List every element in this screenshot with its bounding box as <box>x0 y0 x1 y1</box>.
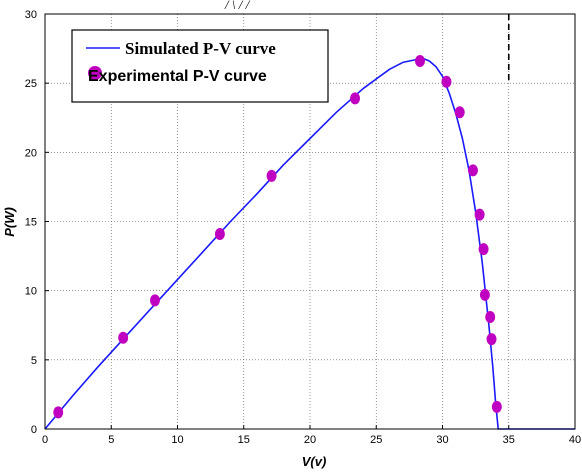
y-tick-label: 15 <box>25 217 37 229</box>
y-tick-label: 10 <box>25 286 37 298</box>
legend-marker-swatch <box>88 66 102 80</box>
x-tick-label: 35 <box>503 434 515 446</box>
x-tick-label: 5 <box>108 434 114 446</box>
chart-series <box>44 55 575 430</box>
experimental-point <box>479 288 490 301</box>
x-tick-label: 25 <box>370 434 382 446</box>
experimental-point <box>486 333 497 346</box>
legend-label-simulated: Simulated P-V curve <box>125 39 276 58</box>
experimental-point <box>474 208 485 221</box>
x-tick-label: 10 <box>171 434 183 446</box>
experimental-point <box>441 75 452 88</box>
experimental-point <box>149 294 160 307</box>
experimental-point <box>53 406 64 419</box>
experimental-point <box>414 55 425 68</box>
experimental-point <box>214 227 225 240</box>
experimental-point <box>118 331 129 344</box>
y-tick-label: 30 <box>25 9 37 21</box>
x-tick-label: 40 <box>569 434 581 446</box>
experimental-point <box>454 106 465 119</box>
legend-box <box>71 29 329 103</box>
experimental-point <box>467 164 478 177</box>
y-tick-label: 0 <box>31 424 37 436</box>
x-tick-label: 0 <box>42 434 48 446</box>
legend: Simulated P-V curve Experimental P-V cur… <box>71 29 329 103</box>
experimental-point <box>485 310 496 323</box>
x-tick-label: 15 <box>238 434 250 446</box>
x-axis-label: V(v) <box>302 454 327 469</box>
y-tick-label: 5 <box>31 355 37 367</box>
axis-ticks: 0 5 10 15 20 25 30 35 40 0 5 10 15 20 25 30 <box>25 9 581 446</box>
experimental-point <box>491 400 502 413</box>
y-tick-label: 20 <box>25 147 37 159</box>
experimental-point <box>266 169 277 182</box>
x-tick-label: 20 <box>304 434 316 446</box>
top-text-fragment: / \ / / <box>224 0 251 12</box>
legend-label-experimental: Experimental P-V curve <box>88 68 267 85</box>
y-axis-label: P(W) <box>2 207 17 237</box>
experimental-point <box>350 92 361 105</box>
y-tick-label: 25 <box>25 78 37 90</box>
x-tick-label: 30 <box>436 434 448 446</box>
experimental-point <box>478 243 489 256</box>
